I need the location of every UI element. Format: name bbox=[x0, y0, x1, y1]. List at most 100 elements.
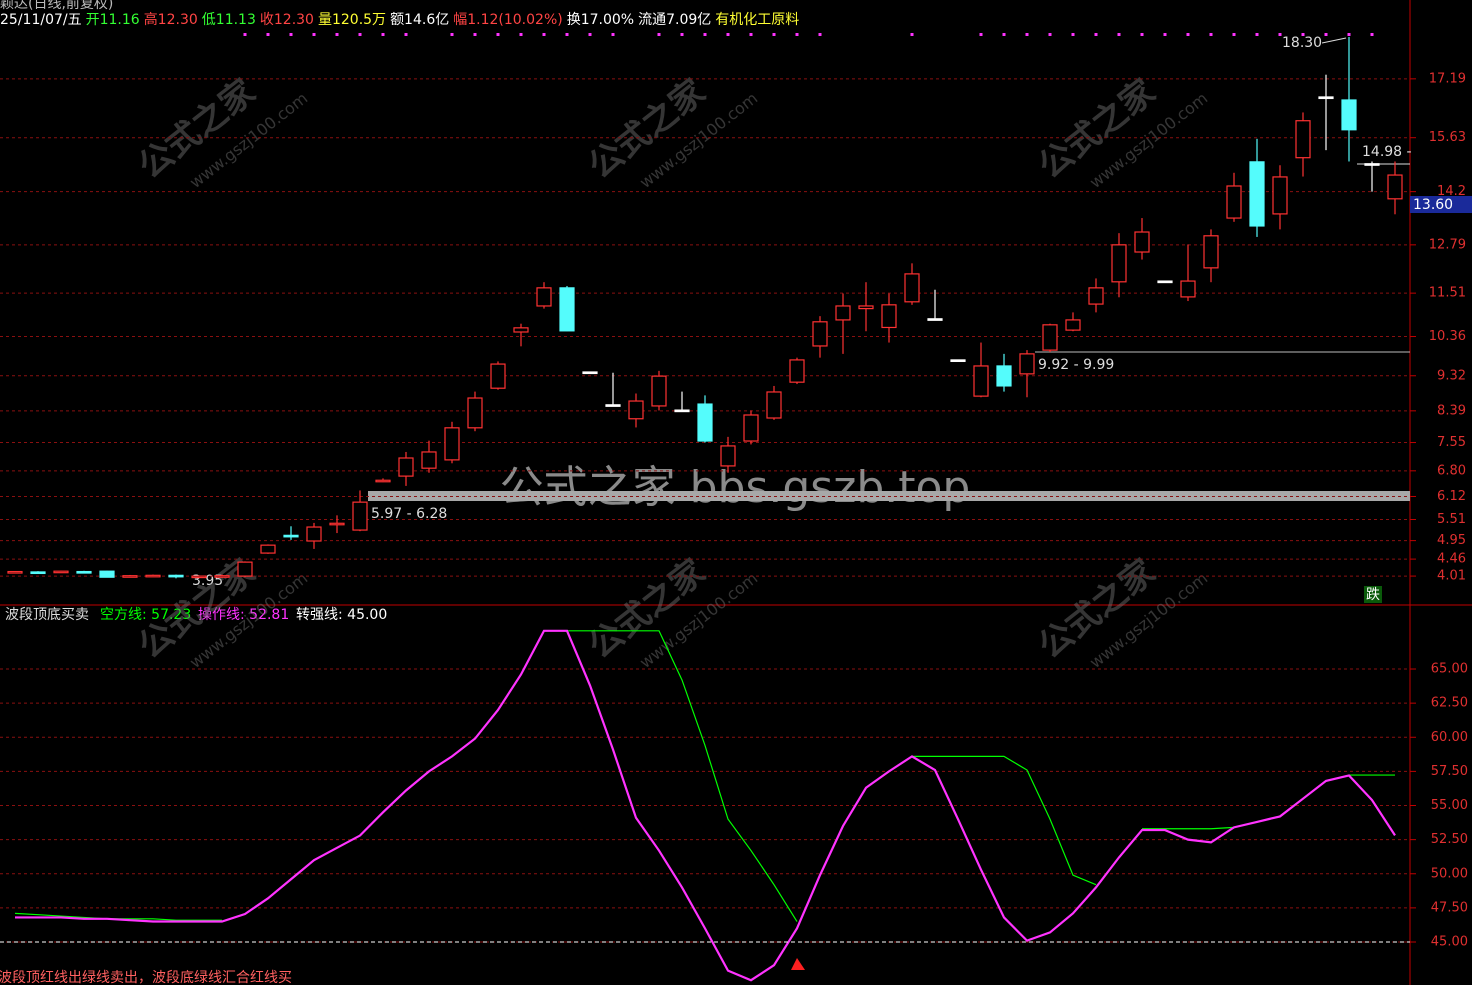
dot bbox=[979, 33, 983, 36]
y-tick-label: 15.63 bbox=[1429, 130, 1466, 145]
candle-body bbox=[1226, 185, 1242, 219]
header-item: 低11.13 bbox=[202, 12, 256, 28]
header: 25/11/07/五 开11.16 高12.30 低11.13 收12.30 量120.5… bbox=[0, 11, 799, 28]
annotation: 14.98 - bbox=[1362, 144, 1412, 160]
dot bbox=[818, 33, 822, 36]
candle-body bbox=[260, 544, 276, 554]
y-tick-label: 6.80 bbox=[1437, 463, 1466, 478]
header-item: 额14.6亿 bbox=[390, 12, 449, 28]
y-tick-label: 12.79 bbox=[1429, 237, 1466, 252]
header-item: 高12.30 bbox=[144, 11, 198, 28]
header-item: 量120.5万 bbox=[318, 12, 386, 28]
dot bbox=[1370, 33, 1374, 36]
dot bbox=[910, 33, 914, 36]
dot bbox=[703, 33, 707, 36]
candle-body bbox=[513, 327, 529, 333]
candle-body bbox=[1157, 280, 1173, 284]
y-tick-label: 6.12 bbox=[1437, 489, 1466, 504]
annotation-arrow bbox=[1321, 37, 1347, 44]
candle-body bbox=[168, 574, 184, 578]
candle-body bbox=[858, 305, 874, 310]
candle-body bbox=[444, 427, 460, 461]
candle-body bbox=[651, 375, 667, 407]
dot bbox=[496, 33, 500, 36]
dot bbox=[381, 33, 385, 36]
dot bbox=[358, 33, 362, 36]
dot bbox=[1255, 33, 1259, 36]
candle-body bbox=[214, 575, 230, 578]
dot bbox=[243, 33, 247, 36]
candle-body bbox=[1134, 231, 1150, 253]
legend-entry: 空方线: 57.23 bbox=[100, 607, 191, 623]
dot bbox=[1025, 33, 1029, 36]
y-tick-label: 7.55 bbox=[1437, 435, 1466, 450]
header-item: 换17.00% bbox=[567, 11, 634, 28]
marker-row bbox=[243, 33, 1374, 36]
candle-body bbox=[582, 371, 598, 375]
dot bbox=[588, 33, 592, 36]
signal-box bbox=[1364, 586, 1382, 603]
candle-body bbox=[7, 570, 23, 574]
candle-body bbox=[1065, 319, 1081, 331]
legend-entry: 转强线: 45.00 bbox=[296, 607, 387, 623]
header-item: 开11.16 bbox=[86, 12, 140, 28]
dot bbox=[1232, 33, 1236, 36]
header-item: 幅1.12(10.02%) bbox=[453, 12, 562, 28]
dot bbox=[1002, 33, 1006, 36]
dot bbox=[289, 33, 293, 36]
candle-body bbox=[306, 526, 322, 542]
candle-body bbox=[283, 534, 299, 538]
candle-body bbox=[536, 287, 552, 307]
candle-body bbox=[812, 321, 828, 347]
dot bbox=[1071, 33, 1075, 36]
chart-title: 颖达(日线,前复权) bbox=[0, 0, 113, 12]
header-item: 收12.30 bbox=[260, 12, 314, 28]
candle-body bbox=[1341, 99, 1357, 131]
dot bbox=[404, 33, 408, 36]
candle-body bbox=[1019, 353, 1035, 375]
dot bbox=[1209, 33, 1213, 36]
candle-body bbox=[835, 305, 851, 321]
candle-body bbox=[1111, 244, 1127, 283]
y-tick-label: 10.36 bbox=[1429, 329, 1466, 344]
note: 波段顶红线出绿线卖出，波段底绿线汇合红线买 bbox=[0, 970, 292, 985]
candle-body bbox=[99, 570, 115, 578]
dot bbox=[266, 33, 270, 36]
candle-body bbox=[352, 501, 368, 531]
candle-body bbox=[1180, 280, 1196, 298]
dot bbox=[1278, 33, 1282, 36]
y-tick-label: 47.50 bbox=[1431, 900, 1468, 915]
candle-body bbox=[237, 561, 253, 577]
candle-body bbox=[743, 414, 759, 442]
signal-text: 跌 bbox=[1366, 587, 1380, 603]
candle-body bbox=[1203, 235, 1219, 269]
candle-body bbox=[1088, 287, 1104, 305]
y-tick-label: 4.46 bbox=[1437, 552, 1466, 567]
dot bbox=[1117, 33, 1121, 36]
y-tick-label: 65.00 bbox=[1431, 662, 1468, 677]
dot bbox=[657, 33, 661, 36]
candle-body bbox=[421, 451, 437, 469]
y-tick-label: 52.50 bbox=[1431, 832, 1468, 847]
candle-body bbox=[904, 273, 920, 303]
candle-body bbox=[766, 391, 782, 419]
indicator-title: 波段顶底买卖 bbox=[5, 607, 89, 623]
candle-body bbox=[881, 304, 897, 329]
candle-body bbox=[720, 445, 736, 467]
header-item: 流通7.09亿 bbox=[638, 12, 711, 28]
y-tick-label: 60.00 bbox=[1431, 730, 1468, 745]
dot bbox=[473, 33, 477, 36]
dot bbox=[312, 33, 316, 36]
banner-watermark: 公式之家 bbs.gszb.top bbox=[500, 462, 971, 513]
buy-signal bbox=[791, 958, 805, 970]
candle-body bbox=[973, 365, 989, 397]
dot bbox=[1048, 33, 1052, 36]
dot bbox=[1301, 33, 1305, 36]
y-tick-label: 17.19 bbox=[1429, 71, 1466, 86]
candle-body bbox=[789, 359, 805, 383]
candle-body bbox=[122, 575, 138, 578]
dot bbox=[565, 33, 569, 36]
candle-body bbox=[191, 575, 207, 579]
candle-body bbox=[30, 571, 46, 575]
y-tick-label: 4.01 bbox=[1437, 569, 1466, 584]
